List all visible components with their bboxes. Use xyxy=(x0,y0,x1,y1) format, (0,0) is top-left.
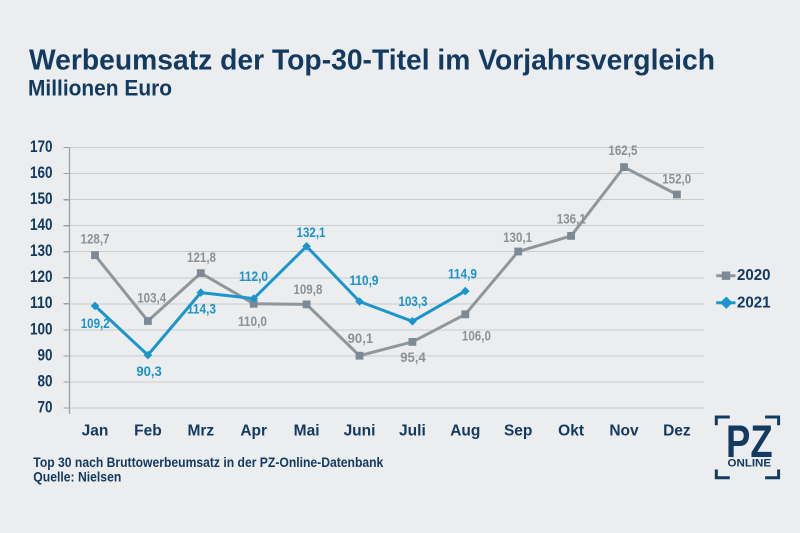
svg-text:Nov: Nov xyxy=(609,423,639,440)
svg-text:Apr: Apr xyxy=(240,423,267,440)
svg-text:150: 150 xyxy=(30,190,53,208)
svg-text:Millionen Euro: Millionen Euro xyxy=(28,76,172,101)
svg-text:Mai: Mai xyxy=(294,423,320,440)
svg-text:114,3: 114,3 xyxy=(187,302,216,317)
svg-text:130,1: 130,1 xyxy=(503,230,532,245)
svg-text:Aug: Aug xyxy=(450,423,480,440)
svg-text:152,0: 152,0 xyxy=(662,172,691,187)
svg-text:90: 90 xyxy=(38,346,53,364)
svg-text:103,3: 103,3 xyxy=(399,294,428,309)
svg-text:140: 140 xyxy=(30,216,53,234)
svg-text:132,1: 132,1 xyxy=(297,225,326,240)
svg-text:PZ: PZ xyxy=(726,416,773,467)
svg-text:170: 170 xyxy=(30,138,53,156)
svg-text:162,5: 162,5 xyxy=(608,143,637,158)
svg-text:90,1: 90,1 xyxy=(348,331,374,346)
svg-text:120: 120 xyxy=(30,268,53,286)
svg-text:110,9: 110,9 xyxy=(350,273,379,288)
svg-text:106,0: 106,0 xyxy=(462,329,491,344)
svg-text:109,8: 109,8 xyxy=(293,282,322,297)
svg-text:112,0: 112,0 xyxy=(239,269,268,284)
svg-text:110,0: 110,0 xyxy=(238,314,267,329)
svg-text:136,1: 136,1 xyxy=(557,212,586,227)
svg-text:Juni: Juni xyxy=(344,423,376,440)
svg-text:Feb: Feb xyxy=(134,423,162,440)
svg-text:160: 160 xyxy=(30,164,53,182)
svg-text:Okt: Okt xyxy=(558,423,584,440)
svg-text:2021: 2021 xyxy=(737,294,771,311)
svg-text:Dez: Dez xyxy=(663,423,691,440)
svg-text:Top 30 nach Bruttowerbeumsatz: Top 30 nach Bruttowerbeumsatz in der PZ-… xyxy=(33,455,383,470)
svg-text:95,4: 95,4 xyxy=(400,350,426,365)
svg-text:128,7: 128,7 xyxy=(81,231,110,246)
svg-text:Quelle: Nielsen: Quelle: Nielsen xyxy=(33,470,121,485)
svg-text:103,4: 103,4 xyxy=(137,291,166,306)
svg-text:109,2: 109,2 xyxy=(81,316,110,331)
svg-text:2020: 2020 xyxy=(737,267,771,284)
svg-text:90,3: 90,3 xyxy=(136,364,162,379)
svg-text:Sep: Sep xyxy=(504,423,532,440)
svg-text:80: 80 xyxy=(38,372,53,390)
svg-text:Werbeumsatz der Top-30-Titel i: Werbeumsatz der Top-30-Titel im Vorjahrs… xyxy=(29,45,715,77)
svg-text:Jan: Jan xyxy=(82,423,109,440)
svg-text:110: 110 xyxy=(30,294,53,312)
svg-text:70: 70 xyxy=(38,398,53,416)
svg-text:Mrz: Mrz xyxy=(187,423,214,440)
svg-text:100: 100 xyxy=(30,320,53,338)
svg-text:ONLINE: ONLINE xyxy=(728,458,772,470)
svg-text:121,8: 121,8 xyxy=(187,250,216,265)
svg-text:130: 130 xyxy=(30,242,53,260)
svg-text:114,9: 114,9 xyxy=(448,267,477,282)
svg-text:Juli: Juli xyxy=(399,423,426,440)
